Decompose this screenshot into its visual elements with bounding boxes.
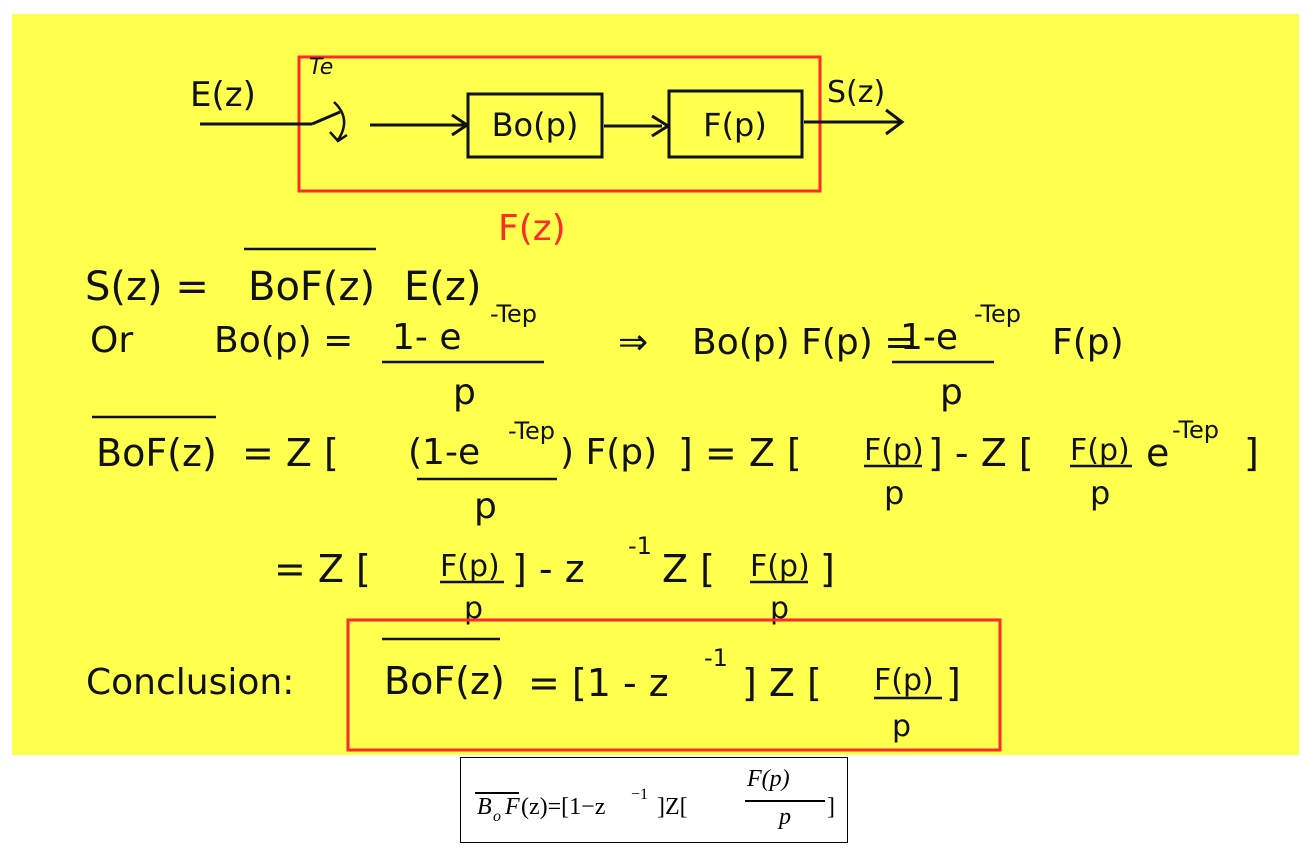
eq3-expsup: -Tep — [508, 417, 555, 445]
eq4-fp: F(p) — [440, 549, 500, 584]
sampler-label: Te — [309, 55, 333, 80]
eq1-lhs: S(z) = — [85, 264, 209, 310]
arrowhead-icon — [885, 108, 905, 136]
eq2-den: p — [453, 372, 476, 413]
eq3-e: e — [1146, 431, 1169, 475]
eq4-b: ] - z — [512, 547, 585, 591]
conclusion-c: ] — [946, 661, 961, 705]
eq2-exp: -Tep — [490, 300, 537, 328]
eq4-fp2: F(p) — [750, 549, 810, 584]
conclusion-box — [346, 618, 1002, 752]
formula-f: F — [505, 794, 520, 820]
eq3-p1: p — [884, 474, 904, 512]
formula-rest: (z)=[1−z — [521, 794, 606, 820]
whiteboard: E(z) Te Bo(p) F(p) S(z) F(z) S(z) = BoF(… — [12, 14, 1299, 755]
eq3-fp: F(p) — [864, 433, 924, 468]
input-label: E(z) — [190, 75, 256, 115]
eq3-c: ] - Z [ — [928, 431, 1034, 475]
typeset-formula: B o F (z)=[1−z −1 ]Z[ F(p) p ] — [460, 757, 848, 843]
conclusion-sup: -1 — [704, 644, 728, 672]
eq3-b: ] = Z [ — [678, 431, 802, 475]
formula-den: p — [779, 804, 791, 830]
conclusion-b: ] Z [ — [742, 661, 822, 705]
formula-sup: −1 — [631, 786, 649, 803]
formula-num: F(p) — [747, 766, 790, 792]
conclusion-p: p — [892, 709, 911, 744]
eq2-num: 1- e — [392, 317, 462, 358]
formula-close: ] — [827, 794, 835, 820]
eq2-or: Or — [90, 320, 133, 361]
eq2-mid: Bo(p) F(p) = — [692, 322, 914, 363]
block-f-label: F(p) — [703, 106, 767, 144]
conclusion-fp: F(p) — [874, 663, 934, 698]
whiteboard-drawing: E(z) Te Bo(p) F(p) S(z) F(z) S(z) = BoF(… — [12, 14, 1299, 755]
eq2-tail: F(p) — [1052, 322, 1124, 363]
eq3-exp: ) F(p) — [560, 432, 657, 473]
formula-fraction-line — [745, 800, 825, 802]
eq3-fp2: F(p) — [1070, 433, 1130, 468]
eq2-exp2: -Tep — [974, 300, 1021, 328]
formula-b: B — [477, 794, 492, 820]
eq3-d: ] — [1244, 431, 1259, 475]
conclusion-a: = [1 - z — [528, 661, 669, 705]
eq3-expe: -Tep — [1172, 416, 1219, 444]
eq1-bar-term: BoF(z) — [248, 264, 375, 310]
eq2-num2: 1-e — [900, 317, 958, 358]
block-bo — [466, 92, 604, 159]
block-bo-label: Bo(p) — [492, 106, 579, 144]
conclusion-bar-term: BoF(z) — [384, 659, 505, 703]
eq3-a: = Z [ — [242, 431, 339, 475]
block-f — [667, 89, 804, 159]
implies-icon: ⇒ — [618, 322, 648, 363]
eq4-p2: p — [770, 591, 789, 626]
output-label: S(z) — [827, 75, 885, 110]
conclusion-label: Conclusion: — [86, 662, 294, 703]
eq2-bo: Bo(p) = — [214, 320, 353, 361]
formula-sub: o — [493, 808, 501, 825]
sampler-arrow-icon — [329, 101, 348, 143]
eq3-den: p — [474, 486, 497, 527]
eq3-bar-term: BoF(z) — [96, 431, 217, 475]
eq4-p: p — [464, 591, 483, 626]
eq3-p2: p — [1090, 474, 1110, 512]
formula-overbar — [475, 792, 519, 794]
eq2-den2: p — [940, 372, 963, 413]
formula-rest2: ]Z[ — [657, 794, 688, 820]
board-background — [12, 14, 1299, 755]
eq4-c: Z [ — [662, 547, 715, 591]
eq4-d: ] — [820, 547, 835, 591]
eq3-num: (1-e — [408, 432, 480, 473]
eq1-rhs: E(z) — [404, 264, 481, 310]
eq4-sup: -1 — [628, 532, 652, 560]
sampler-switch — [311, 110, 341, 126]
group-label: F(z) — [498, 208, 566, 249]
eq4-a: = Z [ — [274, 547, 371, 591]
